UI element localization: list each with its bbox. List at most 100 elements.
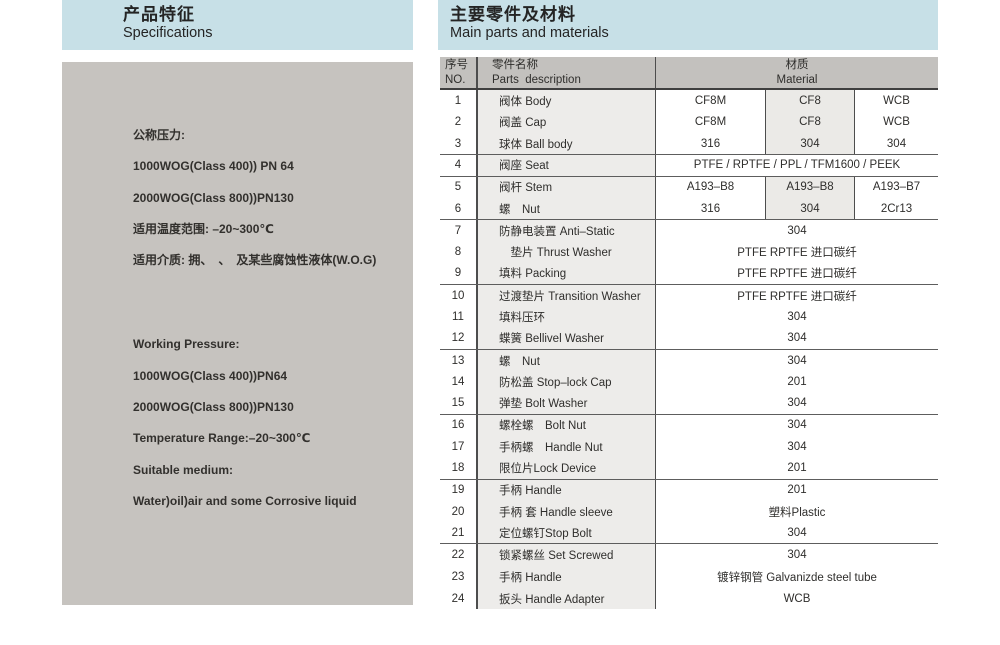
table-row: 22 锁紧螺丝 Set Screwed 304 bbox=[440, 544, 938, 567]
row-material: A193–B8 bbox=[686, 181, 735, 194]
row-part-name: 手柄 套 Handle sleeve bbox=[476, 501, 656, 523]
table-row: 18 限位片Lock Device 201 bbox=[440, 457, 938, 480]
row-part-name: 弹垫 Bolt Washer bbox=[476, 392, 656, 414]
parts-materials-title-zh: 主要零件及材料 bbox=[450, 5, 576, 24]
column-header-material-zh: 材质 bbox=[785, 59, 809, 72]
spec-line: Temperature Range:–20~300℃ bbox=[133, 431, 311, 446]
row-material: 201 bbox=[787, 376, 807, 389]
row-material: 316 bbox=[700, 202, 721, 215]
row-no: 15 bbox=[451, 397, 465, 410]
row-material: PTFE RPTFE 进口碳纤 bbox=[737, 290, 857, 303]
row-part-name: 阀座 Seat bbox=[476, 154, 656, 176]
row-no: 14 bbox=[451, 376, 465, 389]
row-part-name: 球体 Ball body bbox=[476, 133, 656, 154]
table-row: 23 手柄 Handle 镀锌钢管 Galvanizde steel tube bbox=[440, 566, 938, 588]
row-material: 201 bbox=[787, 462, 807, 475]
column-header-material-en: Material bbox=[776, 73, 818, 86]
table-row: 8 垫片 Thrust Washer PTFE RPTFE 进口碳纤 bbox=[440, 241, 938, 264]
row-part-name: 手柄 Handle bbox=[476, 479, 656, 502]
table-row: 15 弹垫 Bolt Washer 304 bbox=[440, 392, 938, 415]
row-no: 22 bbox=[451, 549, 465, 562]
row-material: WCB bbox=[883, 116, 910, 129]
specifications-header: 产品特征 Specifications bbox=[62, 0, 413, 50]
spec-line: 2000WOG(Class 800))PN130 bbox=[133, 400, 294, 415]
table-row: 4 阀座 Seat PTFE / RPTFE / PPL / TFM1600 / P… bbox=[440, 154, 938, 177]
row-no: 4 bbox=[454, 159, 462, 172]
table-row: 12 蝶簧 Bellivel Washer 304 bbox=[440, 328, 938, 350]
row-part-name: 填料 Packing bbox=[476, 263, 656, 284]
row-no: 12 bbox=[451, 332, 465, 345]
row-no: 6 bbox=[454, 202, 462, 215]
spec-line: 1000WOG(Class 400)) PN 64 bbox=[133, 159, 294, 174]
parts-materials-table: 序号 NO. 零件名称 Parts description 材质 Materia… bbox=[440, 57, 938, 610]
row-no: 3 bbox=[454, 137, 462, 150]
spec-line: 1000WOG(Class 400))PN64 bbox=[133, 368, 288, 383]
row-material: A193–B7 bbox=[872, 181, 921, 194]
table-row: 14 防松盖 Stop–lock Cap 201 bbox=[440, 371, 938, 393]
row-material: PTFE RPTFE 进口碳纤 bbox=[737, 247, 857, 260]
row-material: 304 bbox=[787, 224, 807, 237]
row-material: 304 bbox=[787, 354, 807, 367]
column-header-material: 材质 Material bbox=[656, 57, 938, 88]
row-material: CF8 bbox=[765, 111, 855, 134]
spec-group: Working Pressure: 1000WOG(Class 400))PN64… bbox=[133, 329, 403, 517]
row-no: 21 bbox=[451, 527, 465, 540]
row-material: 304 bbox=[787, 419, 807, 432]
spec-line: Working Pressure: bbox=[133, 337, 240, 352]
row-part-name: 蝶簧 Bellivel Washer bbox=[476, 328, 656, 349]
row-material: A193–B8 bbox=[765, 176, 855, 199]
row-no: 9 bbox=[454, 267, 462, 280]
table-row: 17 手柄螺 Handle Nut 304 bbox=[440, 436, 938, 458]
table-row: 5 阀杆 Stem A193–B8 A193–B8 A193–B7 bbox=[440, 176, 938, 199]
column-header-parts: 零件名称 Parts description bbox=[476, 57, 656, 88]
row-material: CF8 bbox=[765, 90, 855, 112]
row-part-name: 手柄 Handle bbox=[476, 566, 656, 588]
row-material: 304 bbox=[765, 198, 855, 219]
row-material: 2Cr13 bbox=[880, 202, 913, 215]
column-header-parts-en: Parts description bbox=[492, 73, 581, 86]
spec-line: 适用介质: 拥、 、 及某些腐蚀性液体(W.O.G) bbox=[133, 253, 377, 268]
row-part-name: 螺 Nut bbox=[476, 349, 656, 372]
row-material: 304 bbox=[787, 311, 807, 324]
parts-materials-title-en: Main parts and materials bbox=[450, 25, 609, 42]
row-material: 304 bbox=[765, 133, 855, 154]
row-no: 19 bbox=[451, 484, 465, 497]
row-part-name: 过渡垫片 Transition Washer bbox=[476, 284, 656, 307]
row-no: 23 bbox=[451, 570, 465, 583]
row-no: 7 bbox=[454, 224, 462, 237]
table-row: 13 螺 Nut 304 bbox=[440, 349, 938, 372]
row-material: 镀锌钢管 Galvanizde steel tube bbox=[717, 571, 877, 584]
row-no: 11 bbox=[452, 311, 464, 324]
row-part-name: 填料压环 bbox=[476, 306, 656, 329]
spec-lines: 公称压力: 1000WOG(Class 400)) PN 64 2000WOG(Cl… bbox=[133, 120, 403, 517]
row-material: PTFE RPTFE 进口碳纤 bbox=[737, 268, 857, 281]
row-part-name: 阀体 Body bbox=[476, 90, 656, 112]
row-part-name: 螺栓螺 Bolt Nut bbox=[476, 414, 656, 437]
table-row: 9 填料 Packing PTFE RPTFE 进口碳纤 bbox=[440, 263, 938, 285]
spec-line: Water)oil)air and some Corrosive liquid bbox=[133, 493, 357, 508]
row-part-name: 阀杆 Stem bbox=[476, 176, 656, 199]
table-row: 20 手柄 套 Handle sleeve 塑料Plastic bbox=[440, 501, 938, 523]
row-material: PTFE / RPTFE / PPL / TFM1600 / PEEK bbox=[693, 159, 901, 172]
row-part-name: 垫片 Thrust Washer bbox=[476, 241, 656, 264]
row-no: 13 bbox=[451, 354, 465, 367]
table-row: 19 手柄 Handle 201 bbox=[440, 479, 938, 502]
row-material: 304 bbox=[787, 527, 807, 540]
row-no: 1 bbox=[454, 94, 462, 107]
row-material: CF8M bbox=[694, 116, 727, 129]
row-no: 10 bbox=[451, 289, 465, 302]
row-part-name: 锁紧螺丝 Set Screwed bbox=[476, 544, 656, 567]
row-material: 塑料Plastic bbox=[768, 506, 826, 519]
parts-materials-header: 主要零件及材料 Main parts and materials bbox=[438, 0, 938, 50]
table-row: 16 螺栓螺 Bolt Nut 304 bbox=[440, 414, 938, 437]
specifications-title-zh: 产品特征 bbox=[123, 5, 195, 24]
row-material: 304 bbox=[787, 332, 807, 345]
column-header-no-zh: 序号 bbox=[445, 59, 468, 72]
spec-line: 公称压力: bbox=[133, 128, 185, 142]
row-material: 316 bbox=[700, 137, 721, 150]
row-part-name: 扳头 Handle Adapter bbox=[476, 587, 656, 610]
specifications-panel: 公称压力: 1000WOG(Class 400)) PN 64 2000WOG(Cl… bbox=[62, 62, 413, 605]
row-part-name: 防静电装置 Anti–Static bbox=[476, 219, 656, 242]
row-no: 2 bbox=[454, 116, 462, 129]
row-material: 304 bbox=[787, 441, 807, 454]
